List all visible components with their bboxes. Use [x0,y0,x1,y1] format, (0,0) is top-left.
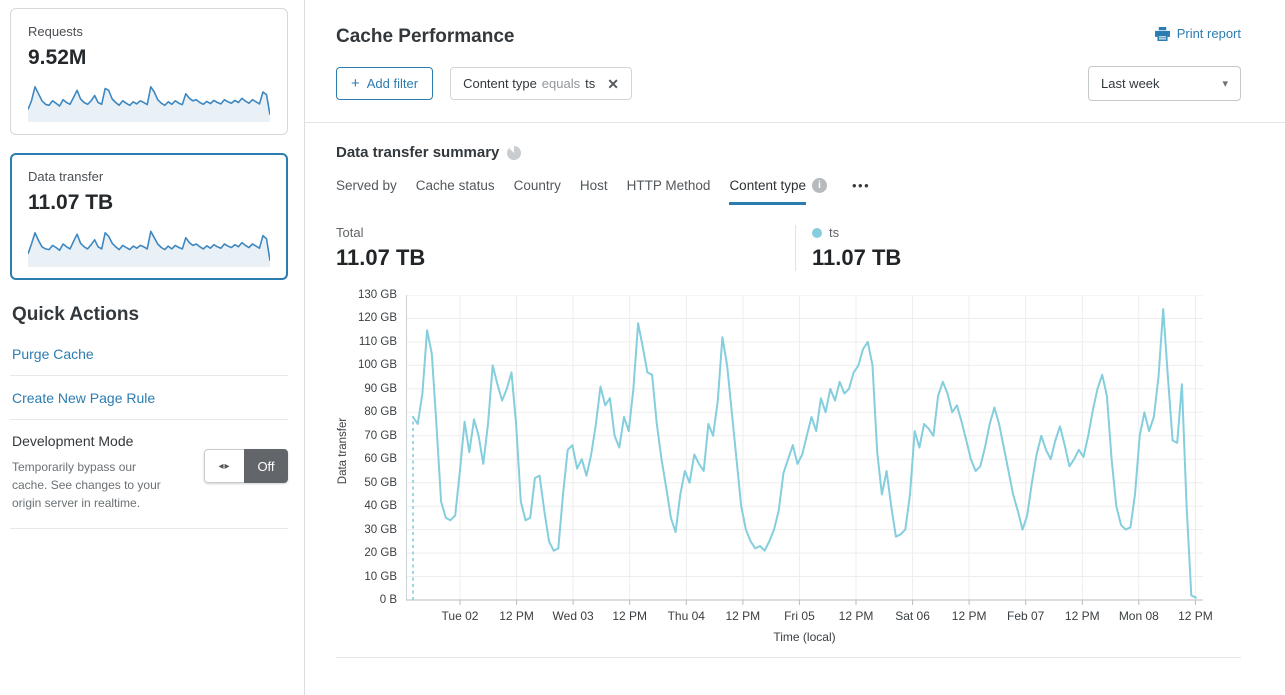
filter-chip-value: ts [585,76,596,91]
print-report-link[interactable]: Print report [1154,26,1241,41]
development-mode-toggle[interactable]: ◂▸ Off [204,449,288,483]
y-axis-title: Data transfer [337,417,349,485]
filter-chip-operator: equals [541,76,581,91]
data-transfer-chart: Data transfer 130 GB 120 GB 110 GB 100 GB 90… [336,289,1241,644]
bottom-divider [336,657,1241,658]
y-tick-label: 20 GB [364,547,397,560]
x-tick-label: Sat 06 [895,609,930,623]
chevron-down-icon: ▾ [1222,78,1228,90]
development-mode-title: Development Mode [12,433,134,449]
data-transfer-card-label: Data transfer [28,169,104,184]
toggle-arrows-icon: ◂▸ [204,449,244,483]
y-tick-label: 120 GB [358,312,397,325]
line-chart-plot [406,295,1203,605]
x-tick-label: 12 PM [951,609,987,623]
y-tick-label: 130 GB [358,289,397,301]
y-tick-label: 110 GB [358,335,397,348]
x-tick-label: Fri 05 [784,609,815,623]
data-transfer-summary-section: Data transfer summary Served by Cache sta… [305,123,1285,658]
tab-content-type[interactable]: Content type i [729,178,827,205]
plus-icon: + [351,75,360,92]
stats-divider [795,225,796,271]
x-tick-label: 12 PM [838,609,874,623]
series-ts-legend-dot [812,227,822,238]
y-tick-label: 80 GB [364,406,397,419]
y-tick-label: 100 GB [358,359,397,372]
tab-country[interactable]: Country [514,178,561,205]
tab-host[interactable]: Host [580,178,608,205]
tab-label: Host [579,178,608,193]
y-tick-label: 0 B [379,594,397,606]
summary-tabs: Served by Cache status Country Host HTTP Met… [336,178,1241,205]
quick-action-link-purge-cache[interactable]: Purge Cache [12,346,94,362]
toggle-state-label: Off [244,449,288,483]
sidebar-divider [10,375,288,376]
data-transfer-metric-card[interactable]: Data transfer 11.07 TB [10,153,288,280]
tab-label: Cache status [415,178,495,193]
tab-served-by[interactable]: Served by [336,178,397,205]
y-axis-tick-labels: 130 GB 120 GB 110 GB 100 GB 90 GB 80 GB 70 GB 6… [350,289,406,607]
main-content: Cache Performance Print report + Add fil… [305,0,1285,695]
y-tick-label: 30 GB [364,523,397,536]
x-tick-label: Feb 07 [1007,609,1045,623]
filter-chip-field: Content type [463,76,537,91]
tab-label: Content type [729,178,806,205]
tab-http-method[interactable]: HTTP Method [627,178,711,205]
x-tick-label: Tue 02 [441,609,479,623]
add-filter-button[interactable]: + Add filter [336,67,434,100]
total-stat-label: Total [336,225,364,240]
filter-chip-content-type[interactable]: Content type equals ts ✕ [450,67,632,100]
quick-actions-heading: Quick Actions [12,304,140,325]
requests-card-value: 9.52M [28,46,87,69]
x-tick-label: 12 PM [1178,609,1213,623]
x-tick-label: 12 PM [612,609,648,623]
tab-label: HTTP Method [626,178,711,193]
requests-sparkline-chart [28,86,270,122]
data-transfer-sparkline-chart [28,230,270,267]
y-tick-label: 60 GB [364,453,397,466]
y-tick-label: 70 GB [364,429,397,442]
quick-actions-links: Purge Cache Create New Page Rule [10,332,288,420]
quick-action-link-create-new-page-rule[interactable]: Create New Page Rule [12,390,156,406]
y-tick-label: 40 GB [364,500,397,513]
time-range-select[interactable]: Last week ▾ [1088,66,1241,101]
data-transfer-card-value: 11.07 TB [28,191,114,214]
series-ts-value: 11.07 TB [812,245,902,270]
x-tick-label: 12 PM [1064,609,1100,623]
y-tick-label: 90 GB [364,382,397,395]
x-tick-label: Thu 04 [667,609,705,623]
series-ts-stat: ts 11.07 TB [796,225,901,271]
x-tick-label: Mon 08 [1118,609,1159,623]
y-tick-label: 50 GB [364,476,397,489]
x-axis-title: Time (local) [773,630,836,644]
x-tick-label: Wed 03 [552,609,594,623]
summary-title: Data transfer summary [336,144,500,161]
tab-cache-status[interactable]: Cache status [416,178,495,205]
requests-metric-card[interactable]: Requests 9.52M [10,8,288,135]
tab-label: Country [513,178,561,193]
pie-chart-icon [507,145,522,160]
sidebar-divider [10,419,288,420]
requests-card-label: Requests [28,24,83,39]
total-stat: Total 11.07 TB [336,225,795,271]
info-icon[interactable]: i [812,178,827,193]
printer-icon [1154,26,1170,41]
development-mode-row: Development Mode Temporarily bypass our … [10,420,288,529]
y-tick-label: 10 GB [364,570,397,583]
x-tick-label: 12 PM [725,609,761,623]
sidebar: Requests 9.52M Data transfer 11.07 TB Qu… [0,0,305,695]
x-tick-label: 12 PM [499,609,534,623]
add-filter-label: Add filter [366,76,419,91]
page-title: Cache Performance [336,26,515,47]
development-mode-description: Temporarily bypass our cache. See change… [12,460,161,510]
print-report-label: Print report [1176,26,1241,41]
time-range-value: Last week [1101,76,1160,91]
remove-filter-icon[interactable]: ✕ [607,75,619,92]
x-axis-tick-labels: Tue 02 12 PM Wed 03 12 PM Thu 04 12 PM Fri 05 1… [406,609,1213,625]
tab-label: Served by [336,178,397,193]
more-tabs-button[interactable]: ••• [852,178,871,193]
series-ts-label: ts [829,225,840,240]
total-stat-value: 11.07 TB [336,245,426,270]
